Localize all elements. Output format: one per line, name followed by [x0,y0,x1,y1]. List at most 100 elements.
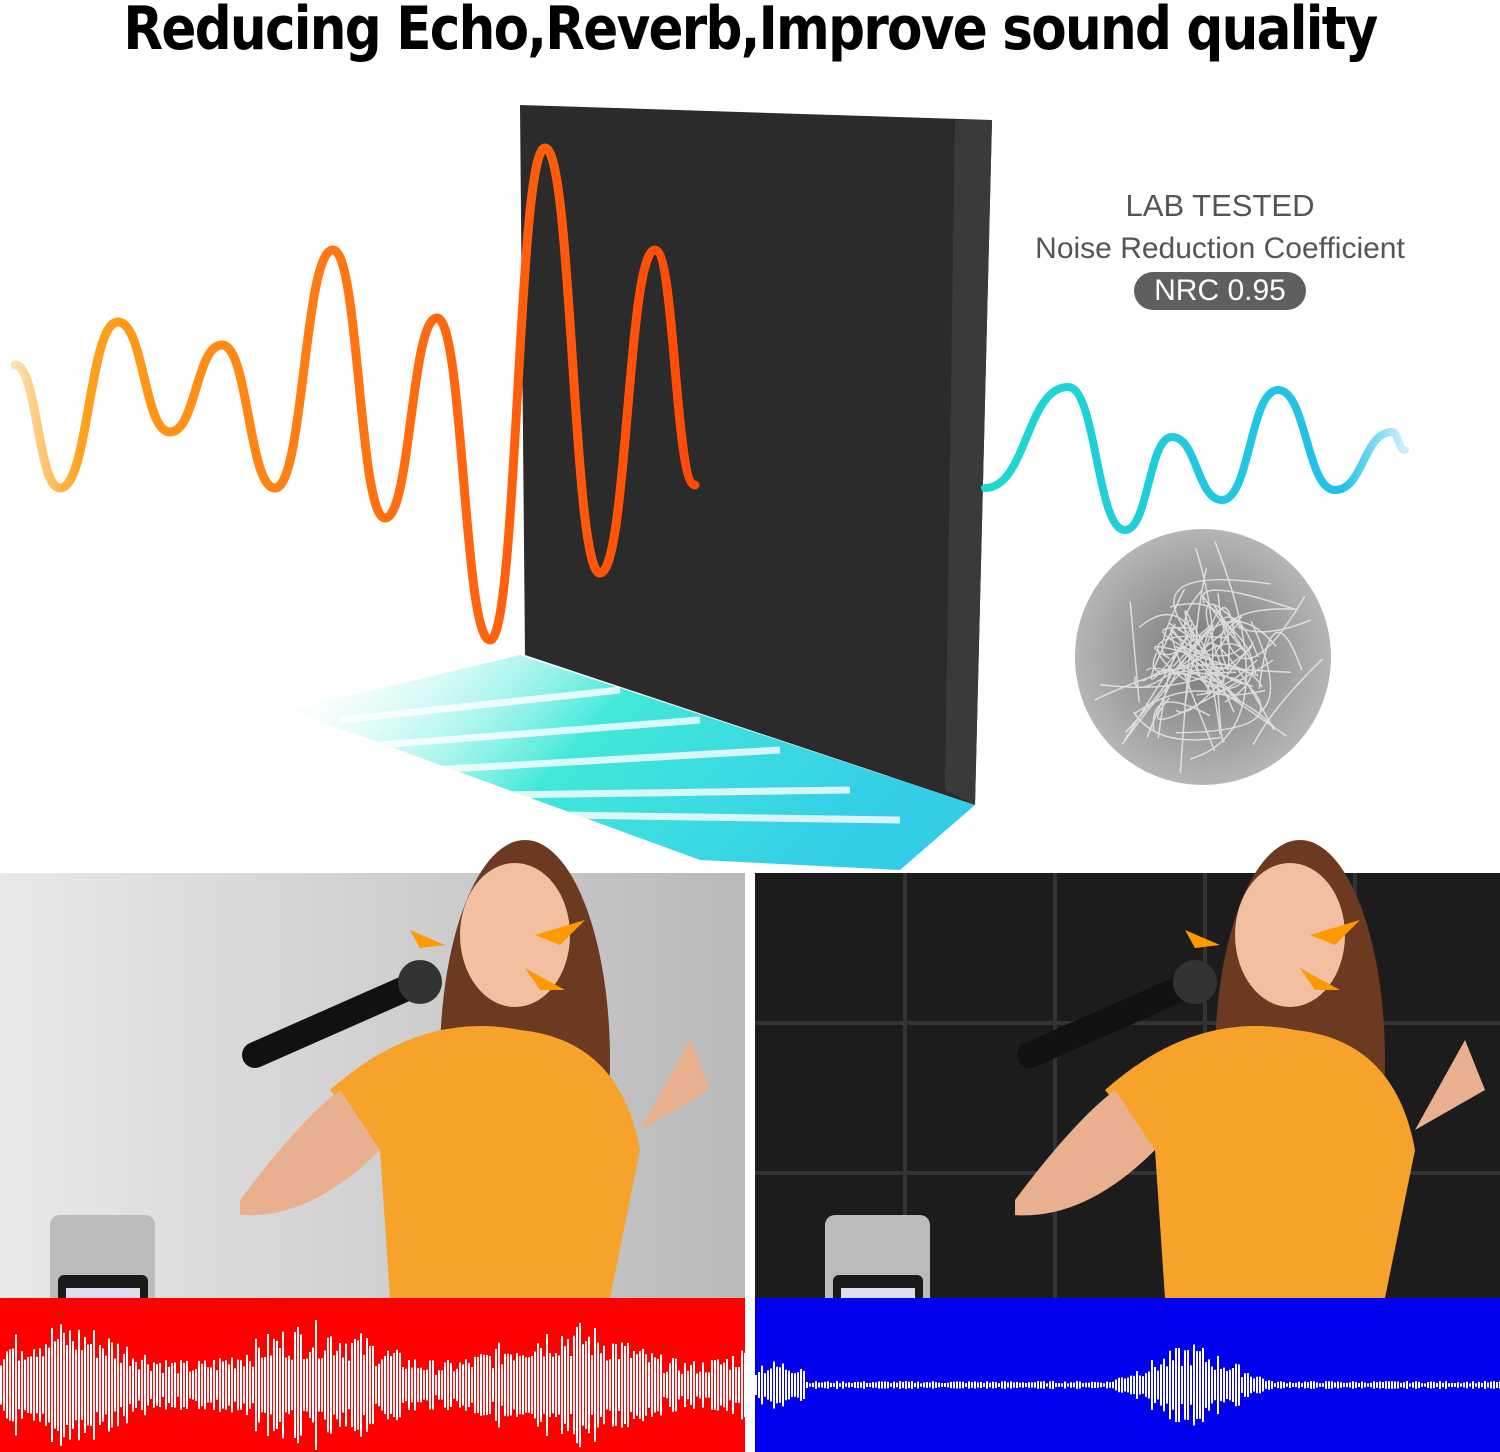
waveform-bar [1253,1378,1255,1392]
waveform-bar [102,1348,104,1422]
waveform-bar [432,1360,434,1410]
waveform-bar [87,1344,89,1426]
waveform-bar [27,1357,29,1413]
waveform-bar [177,1373,179,1397]
waveform-bar [854,1382,856,1388]
waveform-bar [929,1382,931,1388]
waveform-bar [174,1362,176,1408]
waveform-bar [875,1382,877,1388]
waveform-bar [827,1381,829,1389]
waveform-bar [369,1345,371,1425]
waveform-bar [543,1356,545,1414]
waveform-bar [1346,1382,1348,1388]
waveform-bar [726,1359,728,1411]
waveform-bar [558,1355,560,1415]
fiber-closeup [1075,529,1331,785]
waveform-bar [39,1348,41,1422]
waveform-bar [1118,1377,1120,1393]
waveform-bar [402,1367,404,1403]
waveform-bar [884,1381,886,1389]
waveform-bar [639,1351,641,1419]
waveform-bar [1199,1351,1201,1419]
waveform-bar [1124,1378,1126,1392]
waveform-bar [285,1357,287,1413]
waveform-bar [240,1360,242,1410]
waveform-bar [1295,1382,1297,1388]
waveform-bar [78,1329,80,1441]
shirt [330,1026,640,1298]
waveform-bar [1394,1381,1396,1389]
waveform-bar [411,1367,413,1403]
waveform-bar [351,1342,353,1428]
reduced-sound-wave [981,382,1409,535]
waveform-bar [869,1382,871,1388]
waveform-bar [1049,1381,1051,1389]
waveform-bar [1178,1347,1180,1423]
waveform-bar [860,1382,862,1388]
waveform-bar [1313,1381,1315,1389]
waveform-bar [210,1367,212,1403]
waveform-bar [222,1361,224,1409]
waveform-bar [51,1327,53,1443]
waveform-bar [1007,1382,1009,1388]
waveform-bar [812,1382,814,1388]
waveform-bar [1493,1381,1495,1389]
waveform-bar [887,1381,889,1389]
waveform-bar [6,1351,8,1419]
waveform-bar [288,1355,290,1415]
waveform-bar [1091,1381,1093,1389]
waveform-bar [1154,1367,1156,1403]
waveform-bar [675,1358,677,1412]
waveform-bar [441,1370,443,1400]
waveform-bar [941,1383,943,1387]
waveform-bar [312,1347,314,1423]
waveform-bar [914,1382,916,1388]
waveform-bar [582,1344,584,1426]
waveform-bar [669,1363,671,1407]
waveform-bar [1025,1382,1027,1388]
waveform-bar [300,1334,302,1436]
waveform-bar [1184,1350,1186,1420]
waveform-bar [90,1344,92,1426]
waveform-bar [339,1343,341,1427]
waveform-bar [1169,1350,1171,1420]
waveform-bar [1367,1383,1369,1387]
waveform-bar [1337,1381,1339,1389]
waveform-bar [69,1330,71,1440]
waveform-bar [717,1359,719,1411]
waveform-bar [1127,1377,1129,1393]
waveform-bar [207,1367,209,1403]
waveform-bar [851,1383,853,1387]
waveform-bar [1016,1381,1018,1389]
waveform-bar [1019,1382,1021,1388]
waveform-bar [1328,1381,1330,1389]
waveform-bar [1115,1379,1117,1391]
waveform-bar [1484,1381,1486,1389]
waveform-bar [15,1334,17,1436]
waveform-bar [1397,1381,1399,1389]
waveform-bar [1046,1383,1048,1387]
waveform-bar [408,1360,410,1410]
waveform-bar [899,1381,901,1389]
waveform-bar [612,1343,614,1427]
waveform-bar [947,1382,949,1388]
waveform-bar [1028,1382,1030,1388]
waveform-bar [1487,1382,1489,1388]
waveform-bar [1331,1381,1333,1389]
waveform-bar [1088,1382,1090,1388]
waveform-bar [282,1331,284,1439]
waveform-bar [741,1350,743,1420]
waveform-bar [1220,1368,1222,1402]
waveform-bar [501,1364,503,1406]
waveform-bar [636,1354,638,1416]
waveform-bar [776,1366,778,1404]
waveform-bar [303,1359,305,1411]
waveform-bar [714,1360,716,1410]
waveform-bar [896,1382,898,1388]
waveform-bar [495,1349,497,1421]
waveform-bar [770,1368,772,1402]
waveform-bar [684,1362,686,1408]
waveform-bar [486,1355,488,1415]
waveform-bar [1142,1376,1144,1394]
waveform-bar [426,1369,428,1401]
